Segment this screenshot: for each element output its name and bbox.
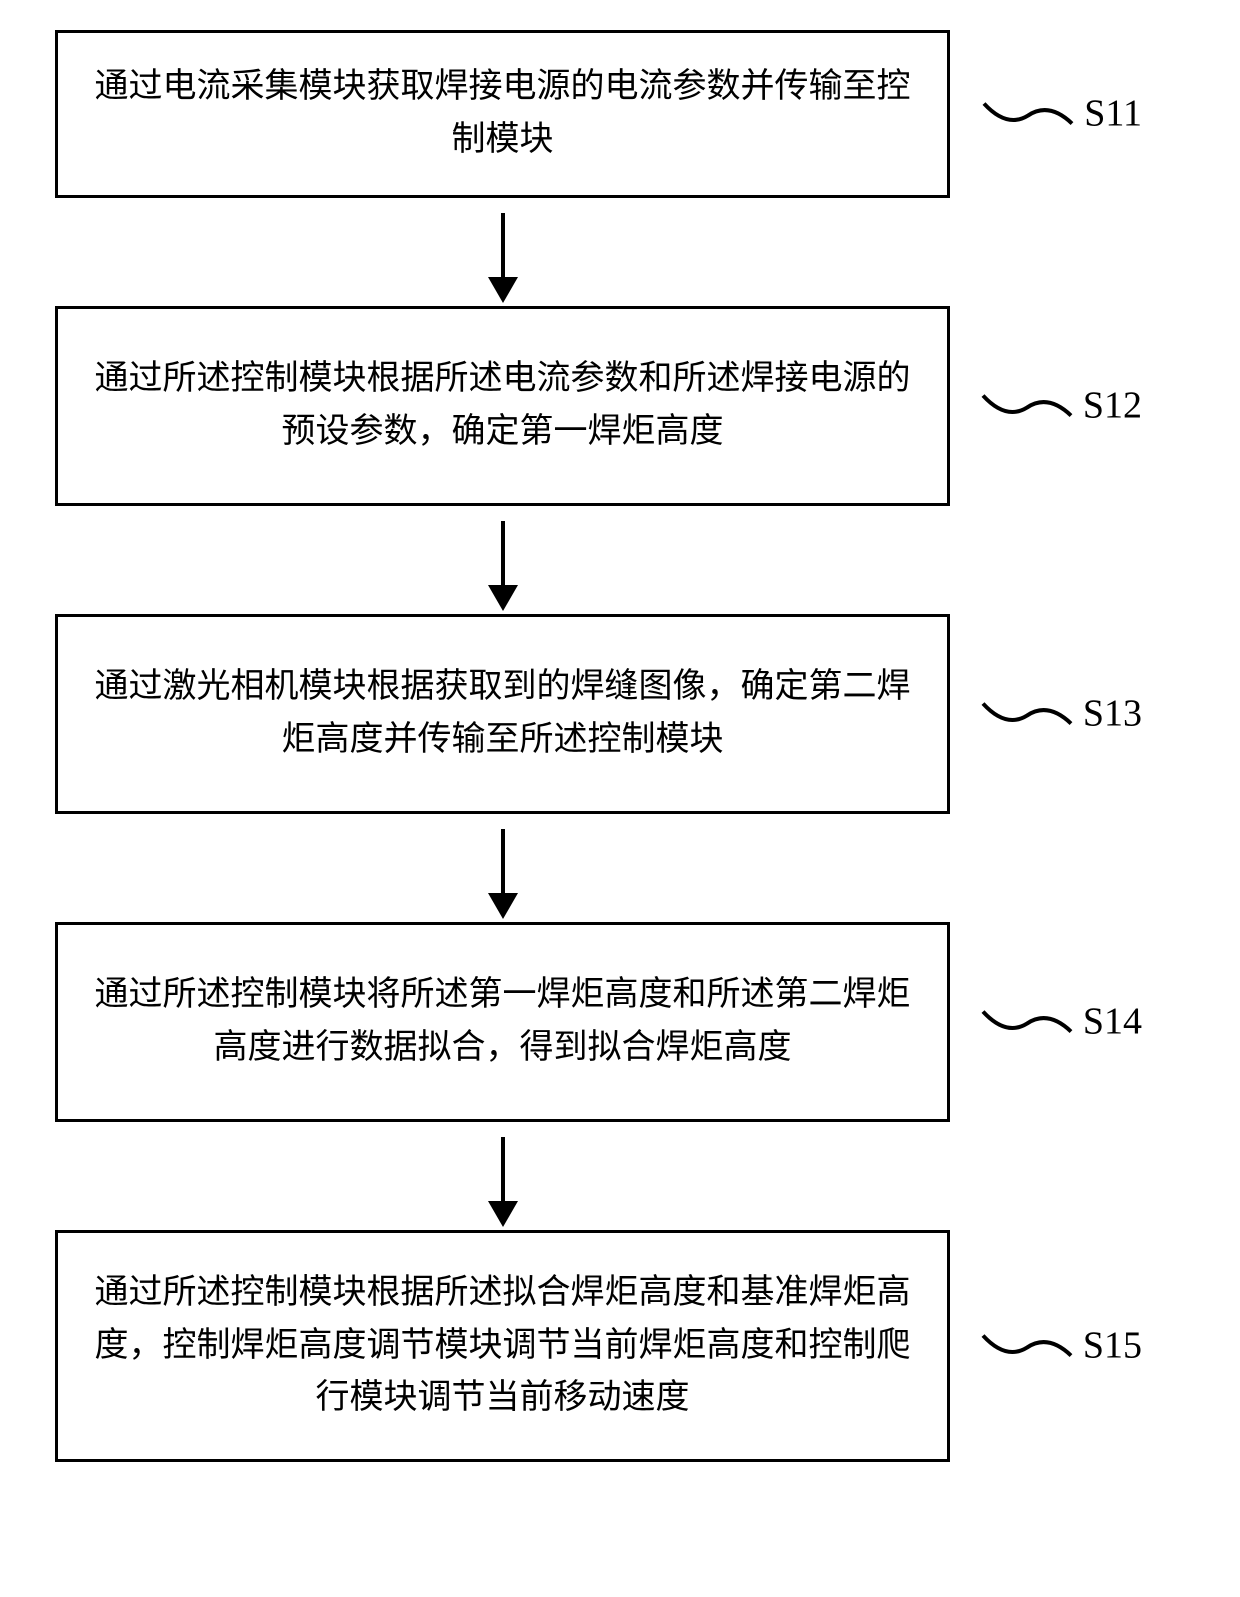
swoosh-icon xyxy=(981,694,1073,734)
step-label-text-1: S11 xyxy=(1084,85,1142,144)
step-label-2: S12 xyxy=(981,377,1142,436)
arrow-3 xyxy=(55,814,950,922)
step-label-1: S11 xyxy=(982,85,1142,144)
step-box-3: 通过激光相机模块根据获取到的焊缝图像，确定第二焊炬高度并传输至所述控制模块 S1… xyxy=(55,614,950,814)
step-label-5: S15 xyxy=(981,1317,1142,1376)
step-label-text-4: S14 xyxy=(1083,993,1142,1052)
swoosh-icon xyxy=(981,1326,1073,1366)
step-text-4: 通过所述控制模块将所述第一焊炬高度和所述第二焊炬高度进行数据拟合，得到拟合焊炬高… xyxy=(88,969,917,1074)
arrow-head-icon xyxy=(488,893,518,919)
step-box-5: 通过所述控制模块根据所述拟合焊炬高度和基准焊炬高度，控制焊炬高度调节模块调节当前… xyxy=(55,1230,950,1462)
arrow-1 xyxy=(55,198,950,306)
arrow-head-icon xyxy=(488,277,518,303)
step-text-2: 通过所述控制模块根据所述电流参数和所述焊接电源的预设参数，确定第一焊炬高度 xyxy=(88,353,917,458)
step-label-3: S13 xyxy=(981,685,1142,744)
step-text-5: 通过所述控制模块根据所述拟合焊炬高度和基准焊炬高度，控制焊炬高度调节模块调节当前… xyxy=(88,1267,917,1425)
swoosh-icon xyxy=(981,1002,1073,1042)
flowchart-container: 通过电流采集模块获取焊接电源的电流参数并传输至控制模块 S11 通过所述控制模块… xyxy=(55,30,1185,1462)
swoosh-icon xyxy=(982,94,1074,134)
arrow-head-icon xyxy=(488,1201,518,1227)
step-text-1: 通过电流采集模块获取焊接电源的电流参数并传输至控制模块 xyxy=(88,61,917,166)
arrow-2 xyxy=(55,506,950,614)
step-label-text-2: S12 xyxy=(1083,377,1142,436)
step-label-text-5: S15 xyxy=(1083,1317,1142,1376)
step-box-4: 通过所述控制模块将所述第一焊炬高度和所述第二焊炬高度进行数据拟合，得到拟合焊炬高… xyxy=(55,922,950,1122)
step-label-4: S14 xyxy=(981,993,1142,1052)
step-text-3: 通过激光相机模块根据获取到的焊缝图像，确定第二焊炬高度并传输至所述控制模块 xyxy=(88,661,917,766)
arrow-4 xyxy=(55,1122,950,1230)
step-label-text-3: S13 xyxy=(1083,685,1142,744)
swoosh-icon xyxy=(981,386,1073,426)
step-box-2: 通过所述控制模块根据所述电流参数和所述焊接电源的预设参数，确定第一焊炬高度 S1… xyxy=(55,306,950,506)
arrow-head-icon xyxy=(488,585,518,611)
step-box-1: 通过电流采集模块获取焊接电源的电流参数并传输至控制模块 S11 xyxy=(55,30,950,198)
